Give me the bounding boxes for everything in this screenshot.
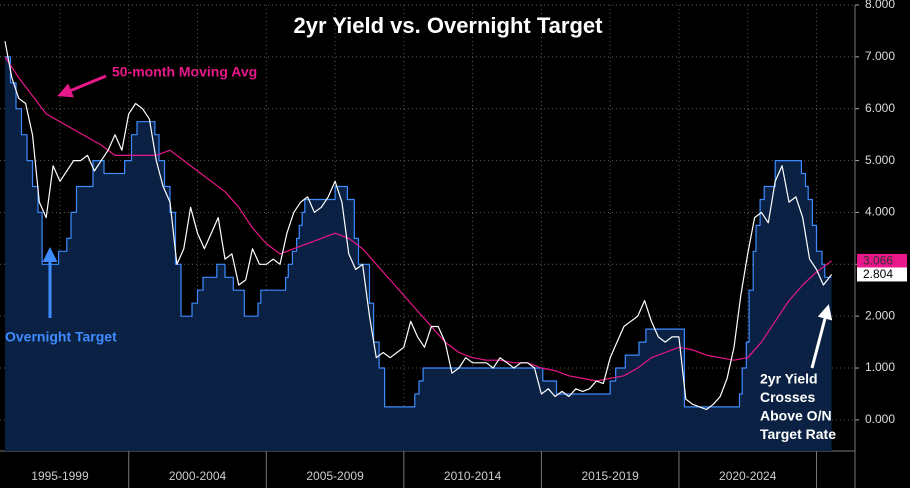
annotation: Overnight Target: [5, 329, 117, 345]
y-tick-label: 6.000: [865, 101, 895, 115]
annotation: 2yr Yield: [760, 371, 818, 387]
x-tick-label: 2010-2014: [444, 469, 502, 483]
y-tick-label: 0.000: [865, 412, 895, 426]
y-tick-label: 2.000: [865, 308, 895, 322]
last-value-box: [857, 267, 907, 282]
last-value-label: 3.066: [863, 254, 893, 268]
x-tick-label: 2015-2019: [581, 469, 639, 483]
x-tick-label: 2020-2024: [719, 469, 777, 483]
x-tick-label: 2005-2009: [306, 469, 364, 483]
last-value-label: 2.804: [863, 267, 893, 281]
chart-title: 2yr Yield vs. Overnight Target: [294, 13, 604, 38]
annotation-arrow: [810, 304, 833, 369]
annotation: Target Rate: [760, 426, 836, 442]
annotation: Above O/N: [760, 408, 832, 424]
line: [5, 56, 832, 408]
area: [5, 56, 832, 452]
y-tick-label: 5.000: [865, 153, 895, 167]
y-tick-label: 7.000: [865, 49, 895, 63]
x-tick-label: 2000-2004: [169, 469, 227, 483]
last-value-box: [857, 253, 907, 268]
y-tick-label: 4.000: [865, 205, 895, 219]
annotation-arrow: [57, 74, 107, 98]
annotation: Crosses: [760, 389, 815, 405]
y-tick-label: 1.000: [865, 360, 895, 374]
line: [4, 41, 833, 411]
x-tick-label: 1995-1999: [31, 469, 89, 483]
annotation: 50-month Moving Avg: [112, 64, 257, 80]
y-tick-label: 8.000: [865, 0, 895, 11]
